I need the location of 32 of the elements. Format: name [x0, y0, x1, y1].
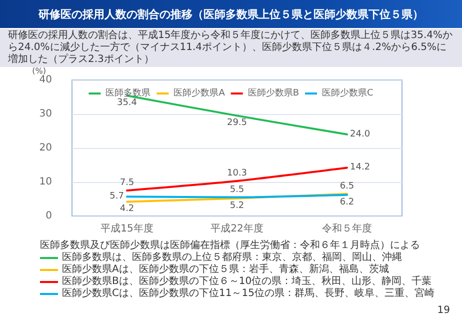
chart-subtitle: 研修医の採用人数の割合は、平成15年度から令和５年度にかけて、医師多数県上位５県は35.4%から24.0%に減少した一方で（マイナス11.4ポイント）、医師少数県下位５県は４.2%から6.5%に増加した（プラス2.3ポイント） [0, 29, 462, 67]
data-label: 5.5 [230, 184, 244, 195]
data-label: 4.2 [120, 204, 134, 214]
data-label: 35.4 [116, 98, 138, 108]
y-tick-label: 40 [39, 74, 52, 86]
text: 医師多数県は、医師多数県の上位５都府県：東京、京都、福岡、岡山、沖縄 [62, 252, 402, 264]
data-label: 6.5 [340, 181, 354, 192]
data-label: 5.7 [110, 192, 124, 202]
data-label: 6.2 [340, 197, 354, 208]
legend-label: 医師少数県C [322, 88, 374, 98]
y-tick-label: 10 [39, 176, 52, 188]
text: 19 [437, 305, 450, 316]
y-tick-label: 30 [39, 108, 52, 120]
data-label: 24.0 [350, 129, 370, 140]
text: 医師少数県Aは、医師少数県の下位５県：岩手、青森、新潟、福島、茨城 [62, 264, 389, 276]
data-label: 14.2 [350, 162, 370, 173]
y-tick-label: 20 [39, 142, 52, 154]
legend-label: 医師少数県A [174, 88, 226, 98]
y-axis-title: (%) [32, 66, 46, 76]
x-tick-label: 平成22年度 [210, 222, 264, 234]
data-label: 7.5 [120, 178, 134, 188]
y-tick-label: 0 [46, 210, 52, 222]
text: 医師多数県及び医師少数県は医師偏在指標（厚生労働省：令和６年１月時点）による [40, 240, 420, 252]
data-label: 10.3 [226, 168, 248, 178]
legend-label: 医師少数県B [248, 88, 300, 98]
text: 医師少数県Cは、医師少数県の下位11～15位の県：群馬、長野、岐阜、三重、宮崎 [62, 288, 434, 300]
chart-title: 研修医の採用人数の割合の推移（医師多数県上位５県と医師少数県下位５県） [0, 0, 462, 28]
x-tick-label: 平成15年度 [100, 222, 154, 234]
data-label: 5.2 [230, 200, 244, 211]
text: 医師少数県Bは、医師少数県の下位６～10位の県：埼玉、秋田、山形、静岡、千葉 [62, 276, 432, 288]
x-tick-label: 令和５年度 [322, 222, 372, 234]
data-label: 29.5 [226, 118, 248, 128]
